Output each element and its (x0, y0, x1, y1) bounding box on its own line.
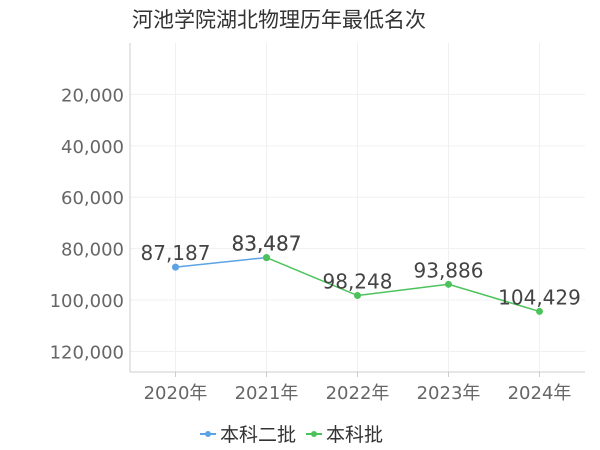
point-series-1-4[interactable] (536, 307, 543, 315)
chart-title: 河池学院湖北物理历年最低名次 (132, 8, 426, 32)
data-label-series-1-2: 98,248 (323, 270, 393, 294)
data-label-series-1-3: 93,886 (414, 258, 484, 282)
data-label-series-0-0: 87,187 (141, 241, 211, 265)
y-tick-label-2: 60,000 (61, 188, 124, 209)
legend-item-series-0[interactable]: 本科二批 (200, 420, 296, 447)
data-label-series-1-1: 83,487 (232, 232, 302, 256)
series-layer (172, 254, 543, 315)
series-line-0 (175, 256, 267, 268)
legend: 本科二批 本科批 (200, 420, 383, 447)
point-series-1-3[interactable] (445, 280, 452, 288)
y-tick-label-3: 80,000 (61, 240, 124, 261)
legend-swatch-series-0 (200, 428, 216, 440)
y-tick-label-4: 100,000 (50, 291, 124, 312)
legend-item-series-1[interactable]: 本科批 (306, 420, 383, 447)
point-series-1-2[interactable] (354, 292, 361, 300)
y-tick-label-0: 20,000 (61, 85, 124, 106)
series-line-1 (266, 256, 540, 313)
x-tick-label-4: 2024年 (508, 383, 572, 404)
x-tick-label-0: 2020年 (144, 383, 208, 404)
x-tick-labels: 2020年 2021年 2022年 2023年 2024年 (144, 372, 572, 404)
x-tick-label-1: 2021年 (235, 383, 299, 404)
legend-label-series-1: 本科批 (326, 424, 384, 446)
y-tick-label-1: 40,000 (61, 137, 124, 158)
x-tick-label-3: 2023年 (417, 383, 481, 404)
point-series-1-1[interactable] (263, 254, 270, 262)
data-label-series-0-1: 83,487 (232, 232, 302, 256)
point-series-0-0[interactable] (172, 263, 179, 271)
y-tick-labels: 20,000 40,000 60,000 80,000 100,000 120,000 (50, 85, 124, 363)
x-tick-label-2: 2022年 (326, 383, 390, 404)
legend-swatch-series-1 (306, 428, 323, 440)
grid-layer (130, 43, 585, 372)
data-label-series-1-4: 104,429 (498, 285, 581, 309)
legend-label-series-0: 本科二批 (220, 424, 297, 446)
y-tick-label-5: 120,000 (50, 342, 124, 363)
